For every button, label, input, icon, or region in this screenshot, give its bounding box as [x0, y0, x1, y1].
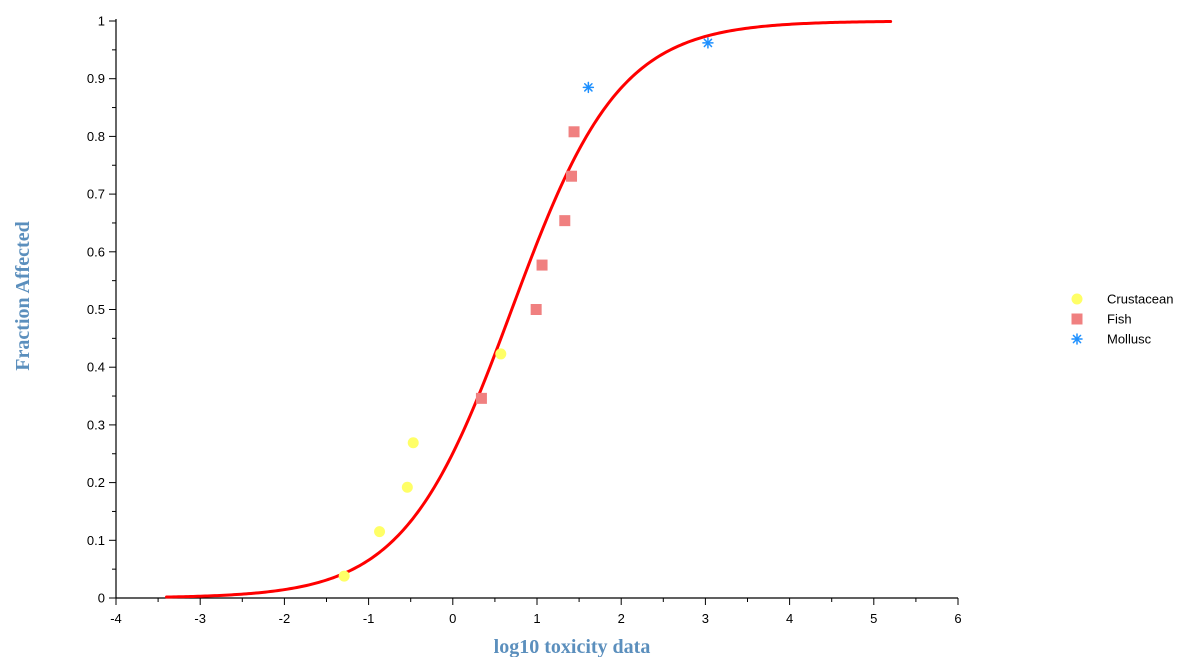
legend-label-crustacean: Crustacean — [1107, 292, 1173, 307]
x-tick-label: -1 — [363, 611, 375, 626]
legend-marker-crustacean — [1071, 293, 1083, 305]
crustacean-point — [374, 526, 386, 538]
legend-marker-fish — [1071, 313, 1083, 325]
legend-label-fish: Fish — [1107, 312, 1132, 327]
y-tick-label: 0.4 — [87, 360, 105, 375]
legend: Crustacean Fish Mollusc — [1071, 292, 1173, 347]
y-tick-label: 0.9 — [87, 71, 105, 86]
fish-point — [566, 170, 578, 182]
x-tick-label: -2 — [279, 611, 291, 626]
x-tick-label: 6 — [954, 611, 961, 626]
y-tick-label: 0.3 — [87, 417, 105, 432]
legend-item-mollusc: Mollusc — [1071, 332, 1152, 347]
y-tick-label: 0.5 — [87, 302, 105, 317]
y-tick-label: 0.8 — [87, 129, 105, 144]
fish-point — [568, 126, 580, 138]
x-tick-label: 4 — [786, 611, 793, 626]
y-tick-label: 0.2 — [87, 475, 105, 490]
legend-marker-mollusc — [1071, 333, 1083, 345]
fish-point — [536, 259, 548, 271]
x-tick-label: 2 — [618, 611, 625, 626]
mollusc-point — [702, 37, 714, 49]
legend-item-crustacean: Crustacean — [1071, 292, 1173, 307]
x-axis-title: log10 toxicity data — [494, 636, 651, 657]
y-tick-label: 0.1 — [87, 533, 105, 548]
x-tick-label: 3 — [702, 611, 709, 626]
y-tick-label: 0 — [98, 591, 105, 606]
crustacean-point — [401, 481, 413, 493]
crustacean-point — [495, 348, 507, 360]
x-tick-label: 0 — [449, 611, 456, 626]
y-axis-title: Fraction Affected — [12, 221, 34, 370]
y-tick-label: 1 — [98, 14, 105, 29]
legend-item-fish: Fish — [1071, 312, 1132, 327]
fish-point — [475, 392, 487, 404]
x-tick-label: 1 — [533, 611, 540, 626]
legend-label-mollusc: Mollusc — [1107, 332, 1152, 347]
curve-layer — [165, 20, 893, 599]
x-tick-label: 5 — [870, 611, 877, 626]
fish-point — [559, 215, 571, 227]
x-tick-label: -4 — [110, 611, 122, 626]
mollusc-point — [582, 81, 595, 94]
y-tick-label: 0.6 — [87, 244, 105, 259]
crustacean-point — [407, 437, 419, 449]
fish-point — [530, 304, 542, 315]
fitted-curve — [165, 20, 893, 599]
points-layer — [338, 37, 714, 582]
axes-layer: -4 -3 -2 -1 0 1 2 3 4 5 6 0 0.1 0.2 0.3 0.4 0.5 0.6 0.7 0.8… — [87, 14, 962, 627]
x-tick-label: -3 — [194, 611, 206, 626]
y-tick-label: 0.7 — [87, 187, 105, 202]
crustacean-point — [338, 570, 350, 582]
